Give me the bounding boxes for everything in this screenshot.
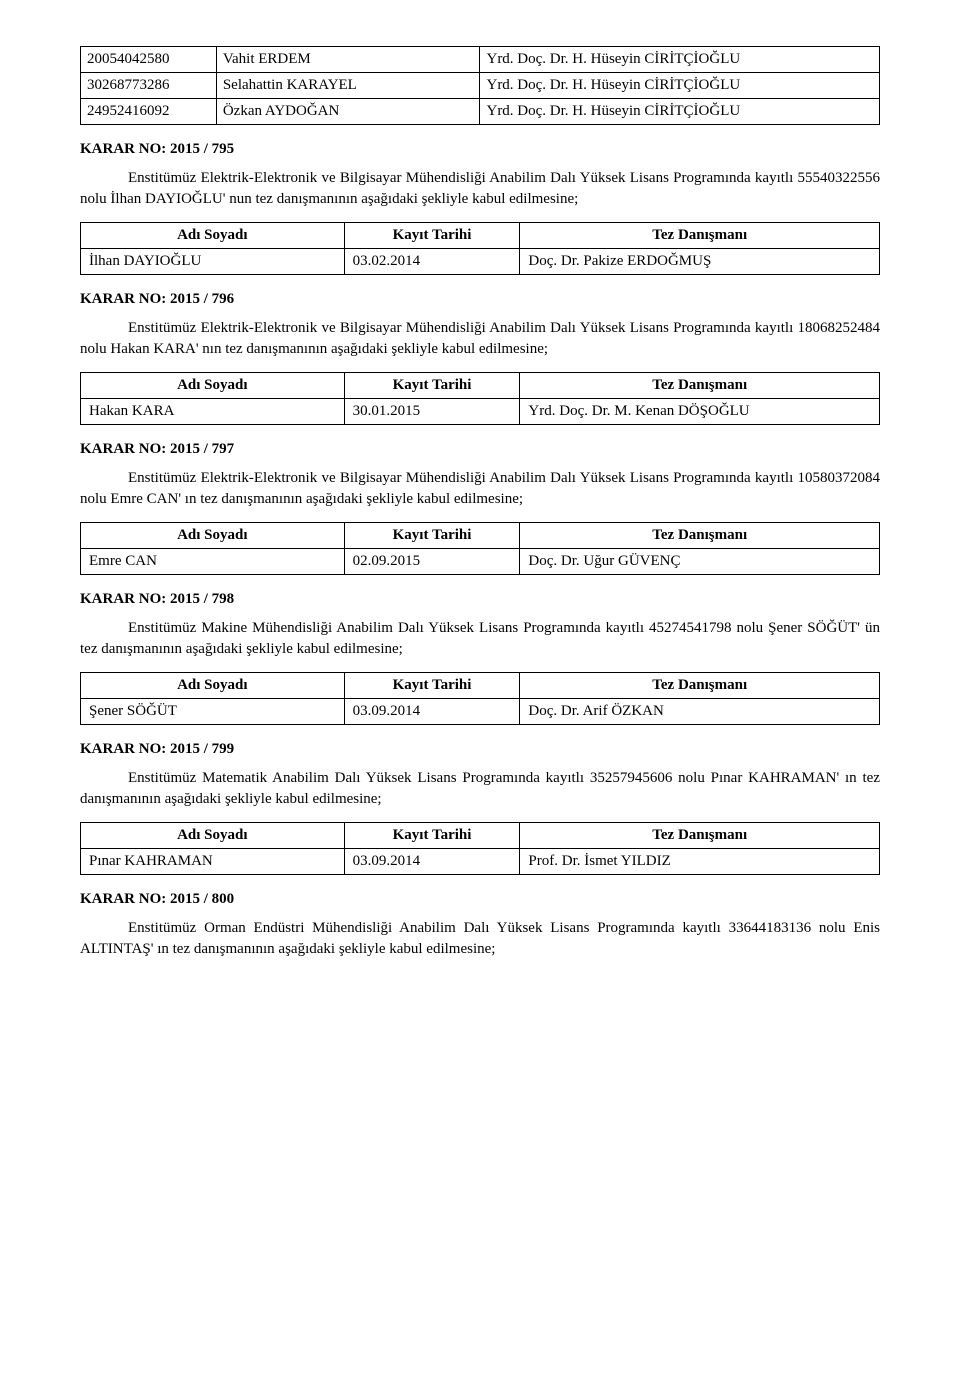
table-row: Emre CAN 02.09.2015 Doç. Dr. Uğur GÜVENÇ	[81, 549, 880, 575]
karar-paragraph: Enstitümüz Elektrik-Elektronik ve Bilgis…	[80, 318, 880, 360]
advisor-table: Adı Soyadı Kayıt Tarihi Tez Danışmanı İl…	[80, 222, 880, 275]
advisor-cell: Yrd. Doç. Dr. H. Hüseyin CİRİTÇİOĞLU	[480, 47, 880, 73]
table-row: Şener SÖĞÜT 03.09.2014 Doç. Dr. Arif ÖZK…	[81, 699, 880, 725]
karar-paragraph: Enstitümüz Orman Endüstri Mühendisliği A…	[80, 918, 880, 960]
karar-heading: KARAR NO: 2015 / 799	[80, 739, 880, 760]
advisor-cell: Doç. Dr. Arif ÖZKAN	[520, 699, 880, 725]
table-header-row: Adı Soyadı Kayıt Tarihi Tez Danışmanı	[81, 373, 880, 399]
name-cell: Selahattin KARAYEL	[216, 73, 480, 99]
date-cell: 03.09.2014	[344, 849, 520, 875]
date-cell: 03.02.2014	[344, 249, 520, 275]
advisor-table: Adı Soyadı Kayıt Tarihi Tez Danışmanı Ha…	[80, 372, 880, 425]
name-cell: Emre CAN	[81, 549, 345, 575]
name-cell: Vahit ERDEM	[216, 47, 480, 73]
table-row: 20054042580 Vahit ERDEM Yrd. Doç. Dr. H.…	[81, 47, 880, 73]
table-header-row: Adı Soyadı Kayıt Tarihi Tez Danışmanı	[81, 523, 880, 549]
header-advisor: Tez Danışmanı	[520, 373, 880, 399]
table-header-row: Adı Soyadı Kayıt Tarihi Tez Danışmanı	[81, 673, 880, 699]
name-cell: İlhan DAYIOĞLU	[81, 249, 345, 275]
header-date: Kayıt Tarihi	[344, 673, 520, 699]
karar-heading: KARAR NO: 2015 / 795	[80, 139, 880, 160]
header-advisor: Tez Danışmanı	[520, 673, 880, 699]
advisor-table: Adı Soyadı Kayıt Tarihi Tez Danışmanı Em…	[80, 522, 880, 575]
name-cell: Özkan AYDOĞAN	[216, 99, 480, 125]
table-row: Hakan KARA 30.01.2015 Yrd. Doç. Dr. M. K…	[81, 399, 880, 425]
id-cell: 30268773286	[81, 73, 217, 99]
header-date: Kayıt Tarihi	[344, 373, 520, 399]
karar-paragraph: Enstitümüz Matematik Anabilim Dalı Yükse…	[80, 768, 880, 810]
karar-heading: KARAR NO: 2015 / 797	[80, 439, 880, 460]
header-name: Adı Soyadı	[81, 523, 345, 549]
table-header-row: Adı Soyadı Kayıt Tarihi Tez Danışmanı	[81, 823, 880, 849]
name-cell: Şener SÖĞÜT	[81, 699, 345, 725]
advisor-cell: Prof. Dr. İsmet YILDIZ	[520, 849, 880, 875]
karar-heading: KARAR NO: 2015 / 796	[80, 289, 880, 310]
advisor-table: Adı Soyadı Kayıt Tarihi Tez Danışmanı Şe…	[80, 672, 880, 725]
header-name: Adı Soyadı	[81, 223, 345, 249]
karar-heading: KARAR NO: 2015 / 798	[80, 589, 880, 610]
header-date: Kayıt Tarihi	[344, 223, 520, 249]
date-cell: 03.09.2014	[344, 699, 520, 725]
name-cell: Hakan KARA	[81, 399, 345, 425]
header-date: Kayıt Tarihi	[344, 523, 520, 549]
table-row: 30268773286 Selahattin KARAYEL Yrd. Doç.…	[81, 73, 880, 99]
table-header-row: Adı Soyadı Kayıt Tarihi Tez Danışmanı	[81, 223, 880, 249]
table-row: İlhan DAYIOĞLU 03.02.2014 Doç. Dr. Pakiz…	[81, 249, 880, 275]
header-name: Adı Soyadı	[81, 373, 345, 399]
header-advisor: Tez Danışmanı	[520, 223, 880, 249]
advisor-cell: Doç. Dr. Uğur GÜVENÇ	[520, 549, 880, 575]
date-cell: 30.01.2015	[344, 399, 520, 425]
id-cell: 20054042580	[81, 47, 217, 73]
header-name: Adı Soyadı	[81, 823, 345, 849]
table-row: Pınar KAHRAMAN 03.09.2014 Prof. Dr. İsme…	[81, 849, 880, 875]
header-name: Adı Soyadı	[81, 673, 345, 699]
karar-paragraph: Enstitümüz Elektrik-Elektronik ve Bilgis…	[80, 468, 880, 510]
karar-paragraph: Enstitümüz Makine Mühendisliği Anabilim …	[80, 618, 880, 660]
assignments-table: 20054042580 Vahit ERDEM Yrd. Doç. Dr. H.…	[80, 46, 880, 125]
karar-paragraph: Enstitümüz Elektrik-Elektronik ve Bilgis…	[80, 168, 880, 210]
header-date: Kayıt Tarihi	[344, 823, 520, 849]
advisor-cell: Yrd. Doç. Dr. H. Hüseyin CİRİTÇİOĞLU	[480, 99, 880, 125]
id-cell: 24952416092	[81, 99, 217, 125]
advisor-table: Adı Soyadı Kayıt Tarihi Tez Danışmanı Pı…	[80, 822, 880, 875]
table-row: 24952416092 Özkan AYDOĞAN Yrd. Doç. Dr. …	[81, 99, 880, 125]
date-cell: 02.09.2015	[344, 549, 520, 575]
advisor-cell: Yrd. Doç. Dr. H. Hüseyin CİRİTÇİOĞLU	[480, 73, 880, 99]
header-advisor: Tez Danışmanı	[520, 823, 880, 849]
karar-heading: KARAR NO: 2015 / 800	[80, 889, 880, 910]
name-cell: Pınar KAHRAMAN	[81, 849, 345, 875]
advisor-cell: Yrd. Doç. Dr. M. Kenan DÖŞOĞLU	[520, 399, 880, 425]
advisor-cell: Doç. Dr. Pakize ERDOĞMUŞ	[520, 249, 880, 275]
header-advisor: Tez Danışmanı	[520, 523, 880, 549]
